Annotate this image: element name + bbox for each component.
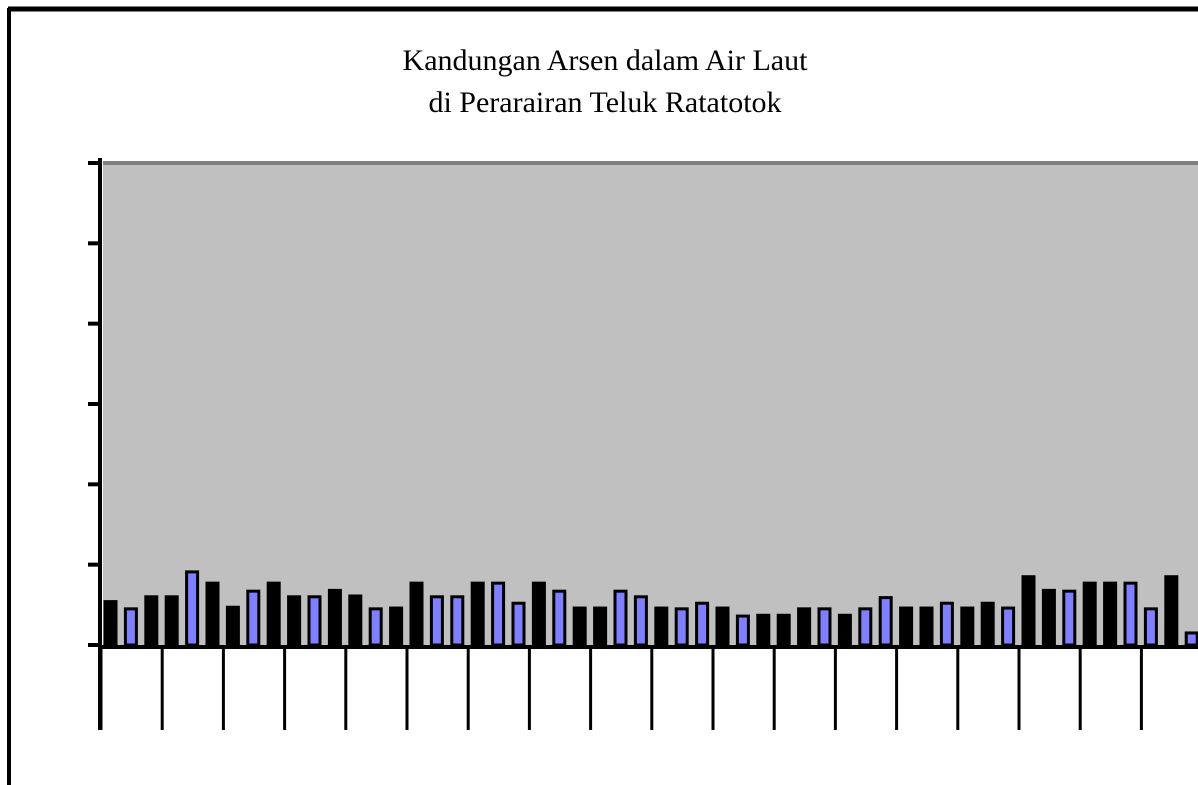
- bar: [123, 607, 138, 647]
- bar: [654, 606, 669, 647]
- bar: [776, 613, 791, 647]
- bar: [389, 606, 404, 647]
- bar: [695, 601, 710, 647]
- bar: [919, 606, 934, 647]
- bar: [225, 605, 240, 647]
- bar: [205, 581, 220, 647]
- bar: [164, 595, 179, 647]
- bar: [552, 589, 567, 647]
- bar: [633, 595, 648, 647]
- bar: [756, 613, 771, 647]
- bar: [572, 606, 587, 647]
- bar: [266, 581, 281, 647]
- bar: [939, 601, 954, 647]
- bar: [960, 606, 975, 647]
- bar: [531, 581, 546, 647]
- bar: [246, 589, 261, 647]
- bar: [837, 613, 852, 647]
- chart-title: Kandungan Arsen dalam Air Laut: [403, 44, 809, 77]
- bar: [1164, 575, 1179, 647]
- bar: [1123, 581, 1138, 647]
- bar: [735, 614, 750, 647]
- bar: [1062, 589, 1077, 647]
- bar: [674, 607, 689, 647]
- bar: [899, 606, 914, 647]
- bar: [409, 581, 424, 647]
- plot-area: [103, 163, 1198, 645]
- bar: [980, 601, 995, 647]
- bar: [307, 595, 322, 647]
- bar: [878, 596, 893, 647]
- bar: [368, 607, 383, 647]
- bar: [287, 595, 302, 647]
- bar: [1021, 575, 1036, 647]
- bar: [715, 606, 730, 647]
- bar: [348, 594, 363, 647]
- bar: [1082, 581, 1097, 647]
- bar: [858, 607, 873, 647]
- bar: [185, 570, 200, 647]
- bar: [1184, 631, 1198, 647]
- chart-title: di Perarairan Teluk Ratatotok: [428, 86, 781, 119]
- bar: [797, 607, 812, 647]
- bar: [450, 595, 465, 647]
- bar: [511, 601, 526, 647]
- bar: [817, 607, 832, 647]
- bar: [470, 581, 485, 647]
- bar: [1041, 588, 1056, 647]
- bar: [1103, 581, 1118, 647]
- bar: [1143, 607, 1158, 647]
- bar: [429, 595, 444, 647]
- bar: [144, 595, 159, 647]
- bar: [613, 589, 628, 647]
- bar: [1001, 606, 1016, 647]
- bar: [491, 581, 506, 647]
- bar: [327, 588, 342, 647]
- bar: [103, 600, 118, 647]
- bar: [593, 606, 608, 647]
